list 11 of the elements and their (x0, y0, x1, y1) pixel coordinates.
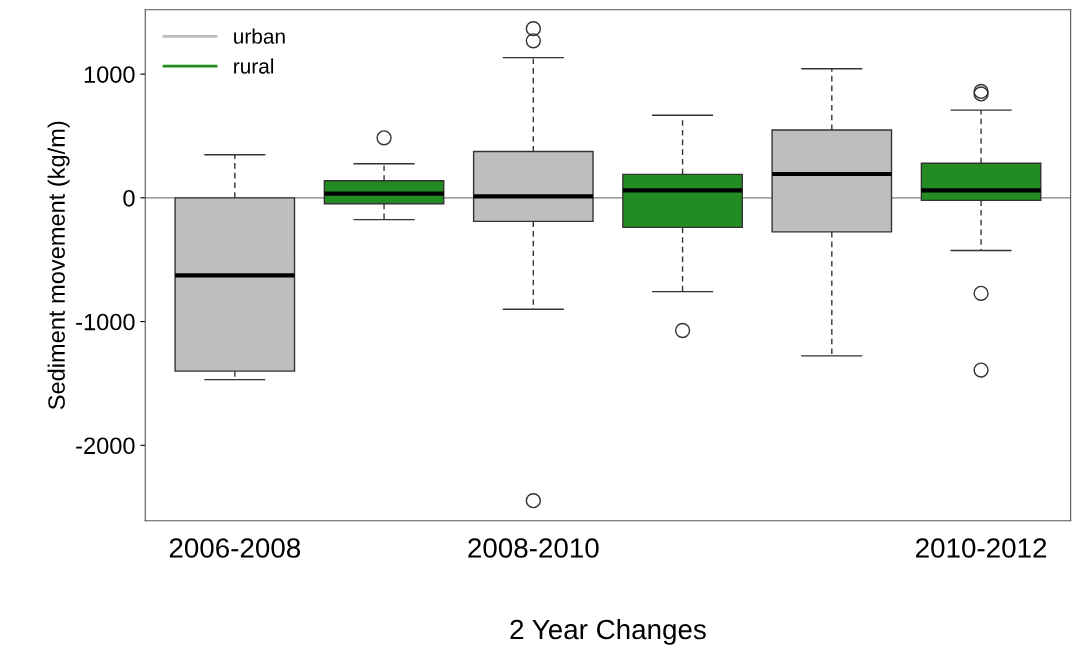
y-tick-label: -2000 (76, 437, 135, 455)
y-tick-label: -1000 (76, 313, 135, 331)
y-axis-title: Sediment movement (kg/m) (47, 121, 70, 410)
legend-label: rural (234, 58, 274, 74)
x-tick-label: 2010-2012 (916, 538, 1047, 558)
legend-label: urban (234, 28, 285, 44)
x-tick-label: 2008-2010 (468, 538, 599, 558)
x-tick-label: 2006-2008 (169, 538, 301, 558)
y-tick-label: 0 (123, 189, 135, 207)
y-tick-label: 1000 (84, 66, 135, 83)
x-axis-title: 2 Year Changes (510, 618, 706, 645)
